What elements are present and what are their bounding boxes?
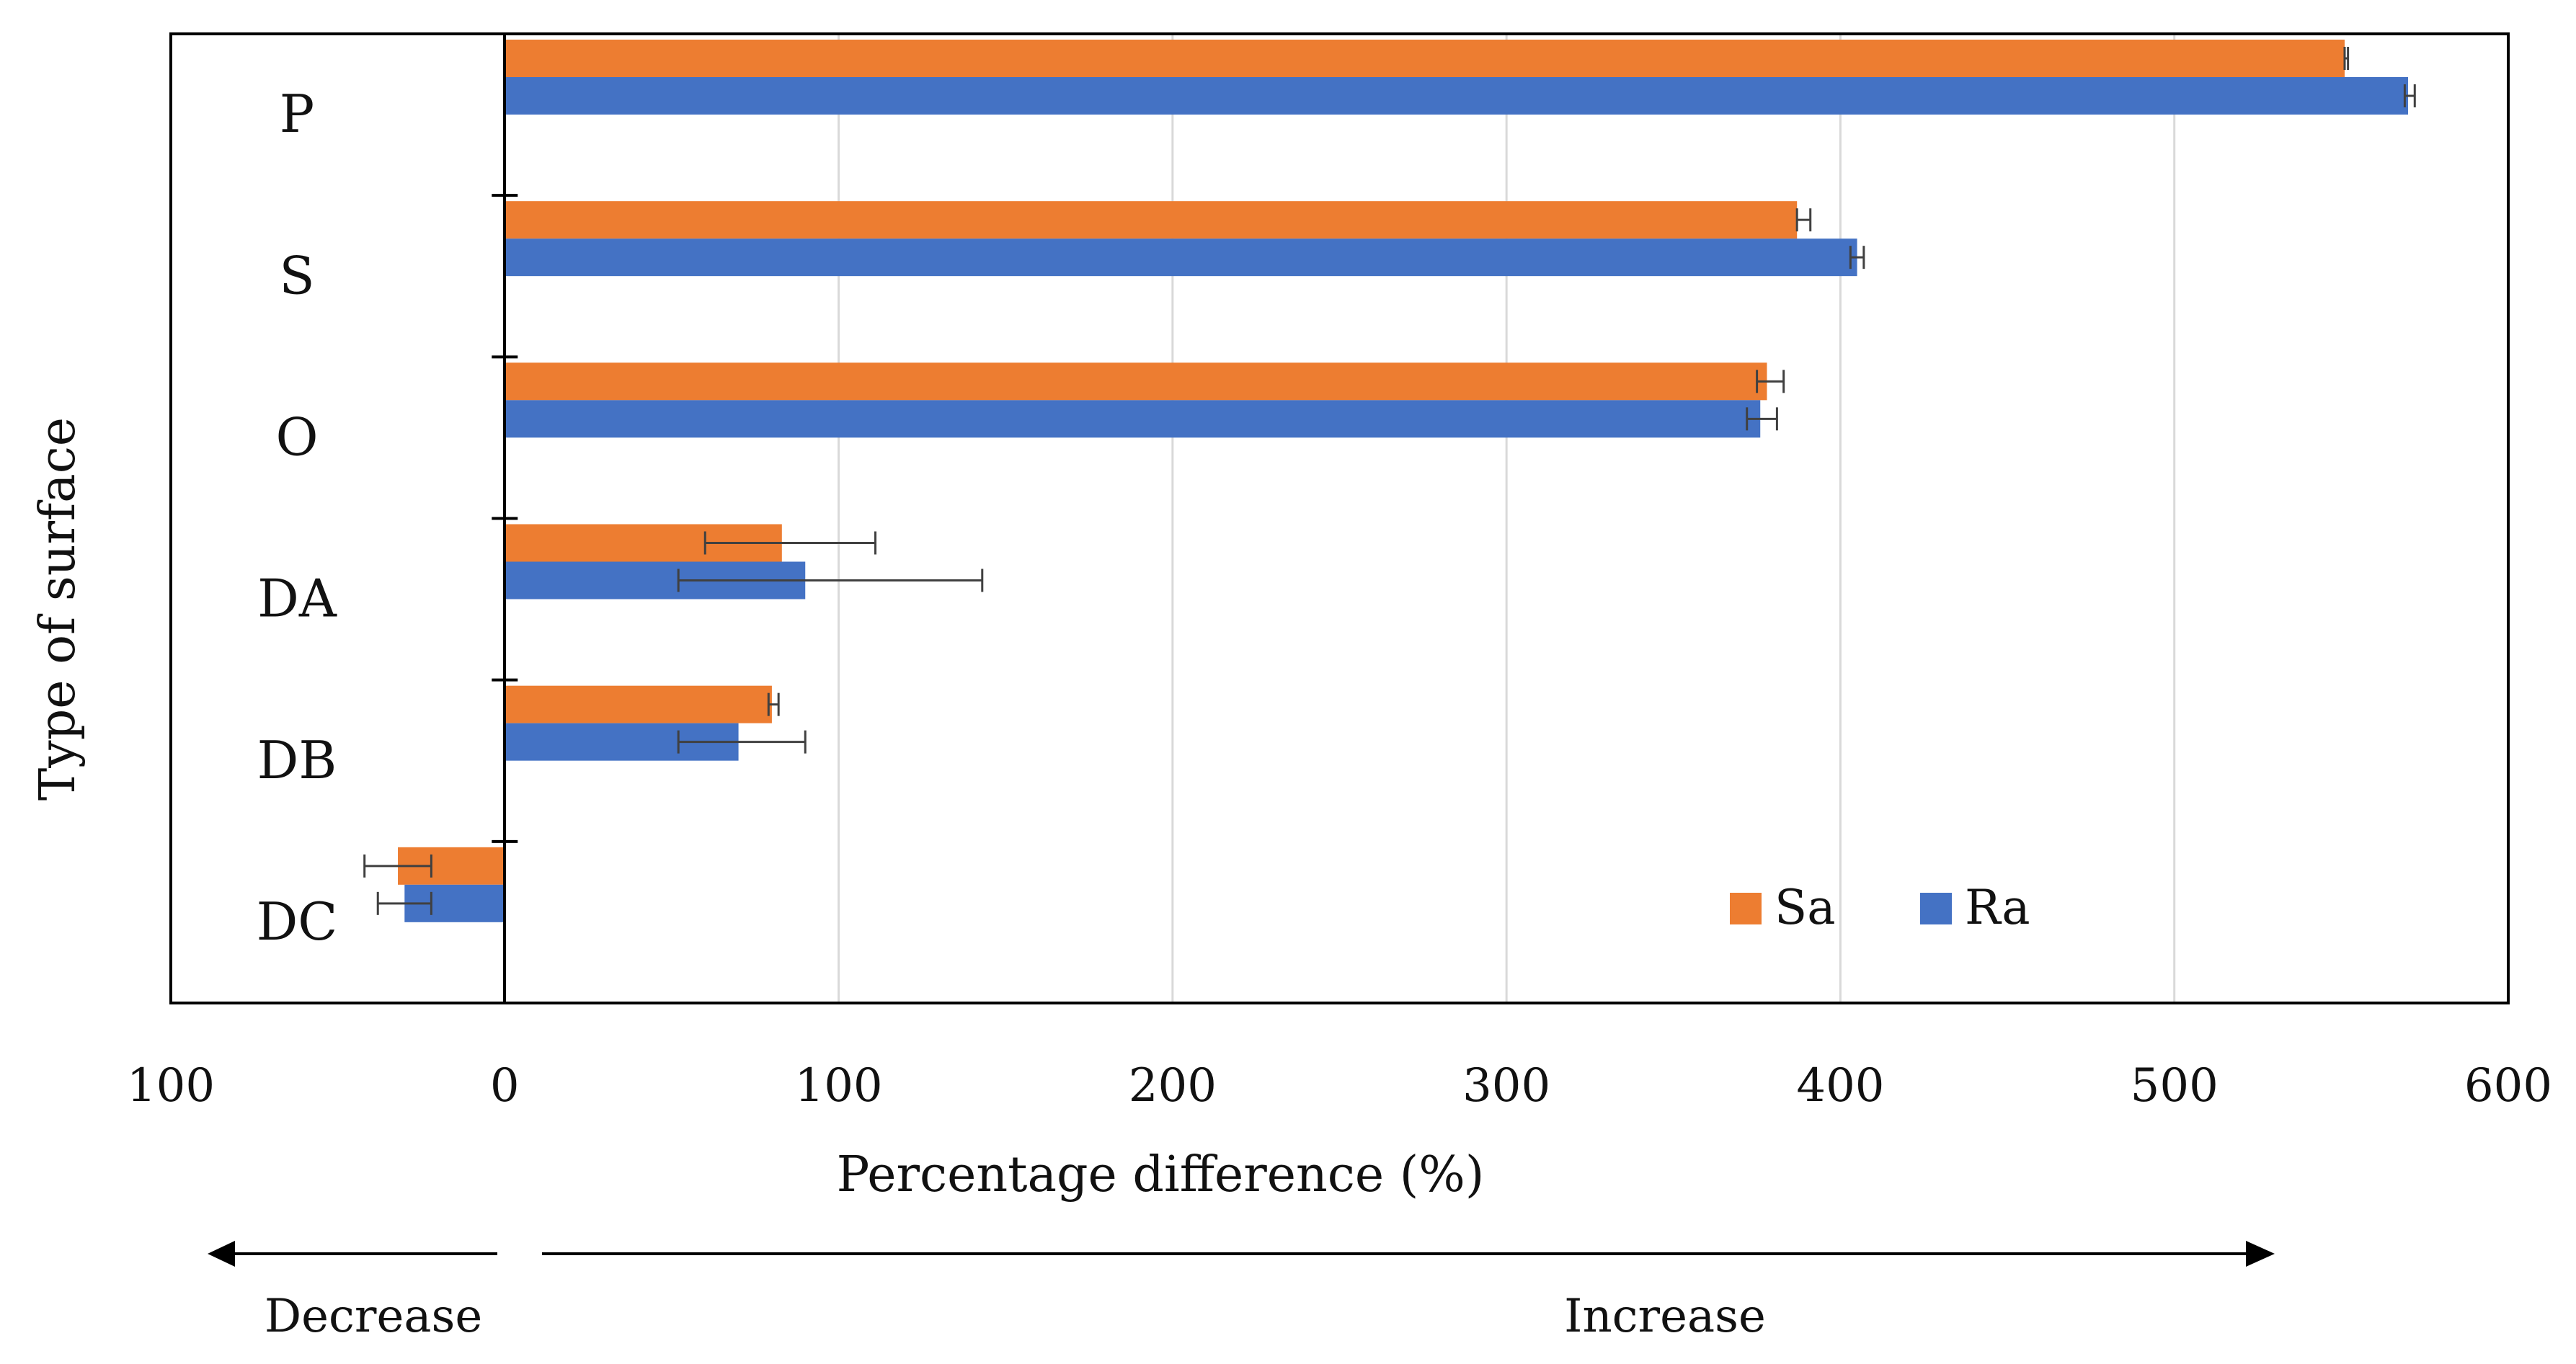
- x-tick-label-5: 400: [1796, 1059, 1884, 1113]
- y-tick-label-p: P: [280, 84, 314, 144]
- bar-ra-o: [505, 400, 1761, 438]
- legend-label-ra: Ra: [1965, 880, 2030, 935]
- bars: [398, 40, 2409, 922]
- grid: [838, 34, 2176, 1003]
- bar-sa-p: [505, 40, 2345, 77]
- x-tick-label-7: 600: [2464, 1059, 2552, 1113]
- axis-ticks: [492, 194, 518, 843]
- y-tick-labels: P S O DA DB DC: [257, 84, 338, 952]
- y-tick-label-s: S: [279, 245, 314, 306]
- legend-swatch-ra: [1920, 893, 1952, 924]
- plot-frame: [169, 32, 2510, 1004]
- x-tick-label-2: 100: [794, 1059, 882, 1113]
- decrease-label: Decrease: [265, 1290, 482, 1343]
- bar-sa-o: [505, 362, 1767, 401]
- x-tick-labels: 100 0 100 200 300 400 500 600: [127, 1059, 2552, 1113]
- x-tick-label-0: 100: [127, 1059, 215, 1113]
- y-axis-title: Type of surface: [30, 417, 86, 801]
- direction-arrows: [208, 1241, 2275, 1267]
- bar-sa-s: [505, 201, 1798, 239]
- y-tick-label-da: DA: [257, 569, 337, 629]
- y-tick-label-o: O: [275, 406, 318, 467]
- x-tick-label-4: 300: [1462, 1059, 1550, 1113]
- bar-ra-p: [505, 77, 2409, 115]
- bar-ra-s: [505, 239, 1857, 277]
- bar-sa-db: [505, 685, 772, 723]
- y-tick-label-db: DB: [257, 730, 337, 790]
- increase-label: Increase: [1564, 1290, 1766, 1343]
- x-tick-label-3: 200: [1129, 1059, 1217, 1113]
- legend-swatch-sa: [1730, 893, 1762, 924]
- increase-arrow-head: [2246, 1241, 2275, 1267]
- legend-label-sa: Sa: [1775, 880, 1836, 935]
- decrease-arrow-head: [208, 1241, 235, 1267]
- x-tick-label-1: 0: [490, 1059, 520, 1113]
- y-tick-label-dc: DC: [257, 891, 338, 952]
- x-tick-label-6: 500: [2131, 1059, 2219, 1113]
- legend: Sa Ra: [1730, 880, 2030, 935]
- x-axis-title: Percentage difference (%): [837, 1146, 1485, 1203]
- error-bars: [363, 47, 2416, 915]
